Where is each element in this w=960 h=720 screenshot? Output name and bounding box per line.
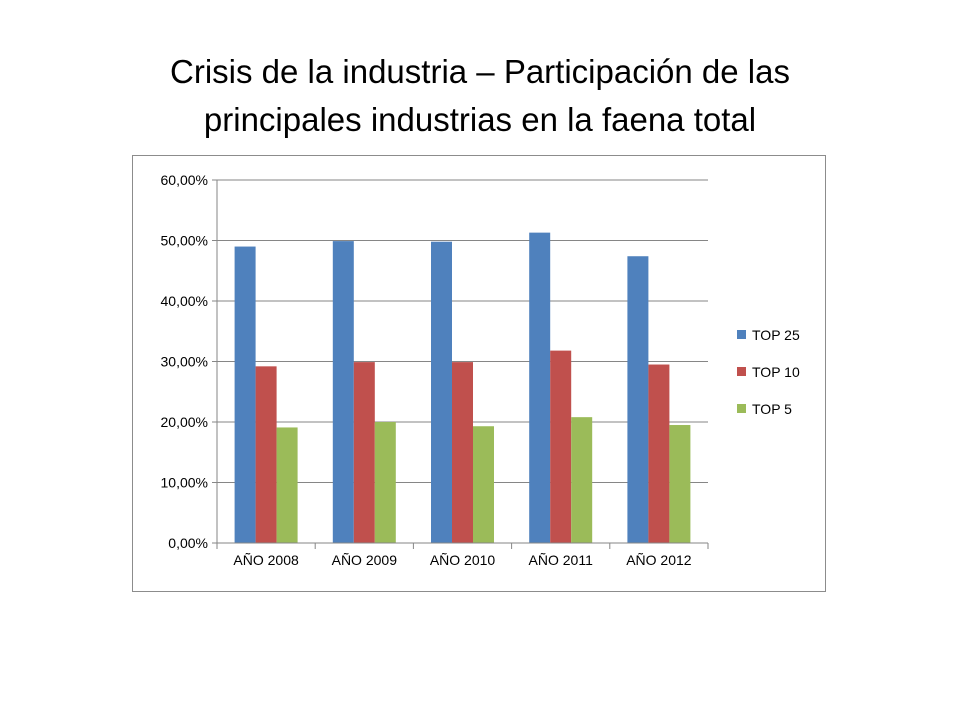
x-tick-label: AÑO 2008 xyxy=(233,552,299,568)
bars xyxy=(234,232,691,544)
bar-top-5 xyxy=(374,422,396,543)
slide-title-line-2: principales industrias en la faena total xyxy=(203,101,757,138)
y-tick-label: 10,00% xyxy=(161,475,208,491)
bar-top-25 xyxy=(332,241,354,543)
y-tick-label: 40,00% xyxy=(161,293,208,309)
x-tick-label: AÑO 2010 xyxy=(430,552,496,568)
bar-top-10 xyxy=(550,350,572,543)
x-tick-label: AÑO 2009 xyxy=(332,552,398,568)
slide-title: Crisis de la industria – Participación d… xyxy=(60,48,900,144)
y-tick-label: 60,00% xyxy=(161,172,208,188)
legend-label: TOP 10 xyxy=(752,364,800,380)
legend-label: TOP 5 xyxy=(752,401,792,417)
bar-top-5 xyxy=(276,427,298,543)
axes: 0,00% 10,00% 20,00% 30,00% 40,00% 50,00% 60,00… xyxy=(161,172,709,568)
legend-label: TOP 25 xyxy=(752,327,800,343)
bar-chart: 0,00% 10,00% 20,00% 30,00% 40,00% 50,00% 60,00… xyxy=(161,172,800,568)
x-tick-label: AÑO 2011 xyxy=(529,552,594,568)
slide-title-line-1: Crisis de la industria – Participación d… xyxy=(170,53,790,90)
bar-top-10 xyxy=(353,362,375,543)
bar-top-25 xyxy=(431,241,452,543)
bar-top-25 xyxy=(529,232,551,543)
y-tick-label: 0,00% xyxy=(168,535,208,551)
chart-frame: 0,00% 10,00% 20,00% 30,00% 40,00% 50,00% 60,00… xyxy=(132,155,826,592)
bar-top-10 xyxy=(648,364,670,543)
legend-swatch xyxy=(737,367,746,376)
bar-top-25 xyxy=(234,246,256,544)
legend-swatch xyxy=(737,404,746,413)
bar-top-5 xyxy=(571,417,593,543)
bar-top-10 xyxy=(255,366,277,543)
gridlines xyxy=(217,179,708,483)
legend: TOP 25 TOP 10 TOP 5 xyxy=(737,327,800,417)
bar-top-25 xyxy=(627,256,649,543)
bar-top-5 xyxy=(669,425,691,543)
bar-top-5 xyxy=(473,426,494,543)
bar-top-10 xyxy=(452,362,473,543)
y-tick-label: 20,00% xyxy=(161,414,208,430)
x-tick-label: AÑO 2012 xyxy=(626,552,692,568)
legend-swatch xyxy=(737,330,746,339)
y-tick-label: 30,00% xyxy=(161,354,208,370)
y-tick-label: 50,00% xyxy=(161,233,208,249)
